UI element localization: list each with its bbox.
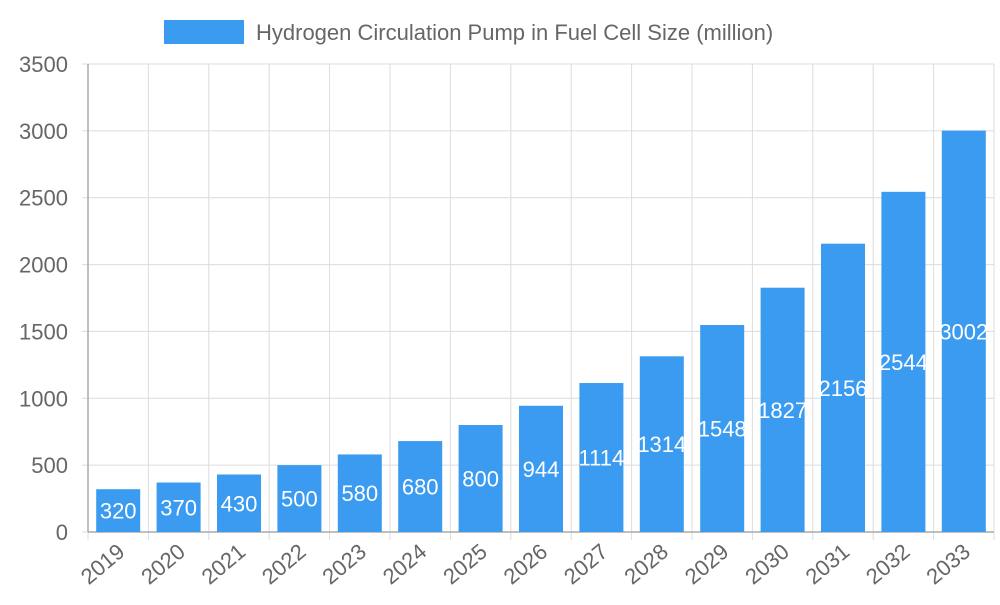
x-tick-label: 2032 — [861, 539, 915, 590]
data-label: 580 — [341, 481, 378, 506]
bar — [519, 405, 563, 532]
y-tick-label: 3500 — [19, 52, 68, 77]
x-tick-label: 2031 — [801, 539, 855, 590]
bar — [941, 130, 986, 532]
y-tick-label: 1000 — [19, 386, 68, 411]
x-tick-label: 2023 — [317, 539, 371, 590]
y-tick-label: 1500 — [19, 319, 68, 344]
legend-label: Hydrogen Circulation Pump in Fuel Cell S… — [256, 20, 773, 45]
x-tick-label: 2033 — [921, 539, 975, 590]
data-label: 1114 — [579, 446, 625, 471]
bar — [881, 191, 926, 532]
y-tick-label: 2000 — [19, 253, 68, 278]
bar — [700, 325, 745, 532]
x-tick-label: 2024 — [378, 539, 432, 590]
bar — [337, 454, 382, 532]
bar — [277, 465, 322, 532]
data-label: 2544 — [879, 350, 928, 375]
data-label: 680 — [402, 475, 439, 500]
legend-swatch — [164, 20, 244, 44]
data-label: 500 — [281, 487, 318, 512]
data-label: 370 — [160, 495, 197, 520]
x-tick-label: 2025 — [438, 539, 492, 590]
x-tick-label: 2030 — [740, 539, 794, 590]
data-label: 1314 — [637, 432, 686, 457]
data-label: 3002 — [939, 319, 988, 344]
data-label: 944 — [523, 457, 560, 482]
bar — [96, 489, 141, 532]
bar — [760, 287, 805, 532]
bar — [217, 474, 261, 532]
data-label: 1827 — [758, 398, 807, 423]
y-tick-label: 3000 — [19, 119, 68, 144]
y-tick-label: 500 — [31, 453, 68, 478]
x-tick-label: 2019 — [76, 539, 130, 590]
y-tick-label: 0 — [56, 520, 68, 545]
data-label: 1548 — [698, 417, 747, 442]
bar — [639, 356, 684, 532]
x-tick-label: 2021 — [197, 539, 251, 590]
x-tick-label: 2027 — [559, 539, 613, 590]
x-tick-label: 2029 — [680, 539, 734, 590]
x-tick-label: 2028 — [619, 539, 673, 590]
data-label: 320 — [100, 499, 137, 524]
bar — [458, 425, 503, 532]
bar — [156, 482, 201, 532]
bar — [821, 243, 865, 532]
bar — [398, 441, 443, 532]
data-label: 800 — [462, 467, 499, 492]
x-tick-label: 2020 — [136, 539, 190, 590]
data-label: 430 — [221, 491, 258, 516]
data-label: 2156 — [819, 376, 868, 401]
x-tick-label: 2026 — [499, 539, 553, 590]
x-tick-label: 2022 — [257, 539, 311, 590]
bar — [579, 383, 624, 532]
y-tick-label: 2500 — [19, 186, 68, 211]
